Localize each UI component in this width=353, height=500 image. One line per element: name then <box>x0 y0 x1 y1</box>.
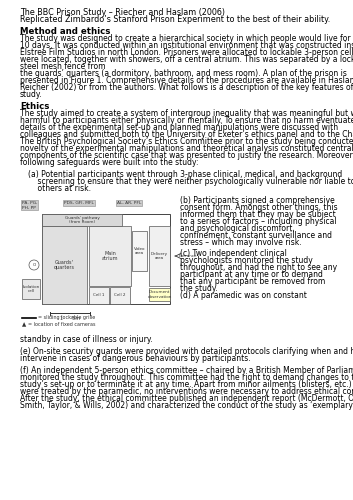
Text: throughout, and had the right to see any: throughout, and had the right to see any <box>180 263 337 272</box>
Text: standby in case of illness or injury.: standby in case of illness or injury. <box>20 335 152 344</box>
Text: (f) An independent 5-person ethics committee – chaired by a British Member of Pa: (f) An independent 5-person ethics commi… <box>20 366 353 375</box>
Text: Guards'
quarters: Guards' quarters <box>54 260 75 270</box>
Text: = location of fixed cameras: = location of fixed cameras <box>28 322 96 328</box>
Text: and psychological discomfort,: and psychological discomfort, <box>180 224 295 233</box>
Text: informed them that they may be subject: informed them that they may be subject <box>180 210 336 219</box>
Text: Main
atrium: Main atrium <box>102 250 118 262</box>
Text: screening to ensure that they were neither psychologically vulnerable nor liable: screening to ensure that they were neith… <box>28 177 353 186</box>
Text: The study aimed to create a system of intergroup inequality that was meaningful : The study aimed to create a system of in… <box>20 109 353 118</box>
Text: the guards’ quarters (a dormitory, bathroom, and mess room). A plan of the priso: the guards’ quarters (a dormitory, bathr… <box>20 69 347 78</box>
Bar <box>42 214 170 304</box>
Text: Smith, Taylor, & Wills, 2002) and characterized the conduct of the study as ‘exe: Smith, Taylor, & Wills, 2002) and charac… <box>20 401 353 410</box>
Text: Entrance: Entrance <box>179 254 197 258</box>
Text: others at risk.: others at risk. <box>28 184 91 193</box>
Text: (a) Potential participants went through 3-phase clinical, medical, and backgroun: (a) Potential participants went through … <box>28 170 342 179</box>
Text: novelty of the experimental manipulations and theoretical analysis constituted c: novelty of the experimental manipulation… <box>20 144 353 153</box>
Text: 10 days. It was conducted within an institutional environment that was construct: 10 days. It was conducted within an inst… <box>20 41 353 50</box>
Text: monitored the study throughout. This committee had the right to demand changes t: monitored the study throughout. This com… <box>20 373 353 382</box>
Text: were located, together with showers, off a central atrium. This was separated by: were located, together with showers, off… <box>20 55 353 64</box>
Text: participant at any time or to demand: participant at any time or to demand <box>180 270 323 279</box>
Text: steel mesh fence from: steel mesh fence from <box>20 62 106 71</box>
Bar <box>110 287 130 304</box>
Text: (c) Two independent clinical: (c) Two independent clinical <box>180 249 287 258</box>
Text: Cell 1: Cell 1 <box>93 294 105 298</box>
Text: Cell 2: Cell 2 <box>114 294 126 298</box>
Text: The BBC Prison Study – Riecher and Haslam (2006): The BBC Prison Study – Riecher and Hasla… <box>20 8 225 17</box>
Text: O: O <box>32 263 36 267</box>
Text: that any participant be removed from: that any participant be removed from <box>180 277 325 286</box>
Text: The British Psychological Society’s Ethics Committee prior to the study being co: The British Psychological Society’s Ethi… <box>20 137 353 146</box>
Text: PDS, GFI, MFL: PDS, GFI, MFL <box>64 201 94 205</box>
Text: Ethics: Ethics <box>20 102 49 111</box>
Text: Document
observation: Document observation <box>147 290 172 299</box>
Text: study.: study. <box>20 90 43 99</box>
Text: PA, PG,
PH, PP: PA, PG, PH, PP <box>22 201 37 209</box>
Bar <box>89 287 109 304</box>
Text: (b) Participants signed a comprehensive: (b) Participants signed a comprehensive <box>180 196 335 205</box>
Bar <box>42 214 122 226</box>
Bar <box>149 288 170 301</box>
Text: ▲: ▲ <box>22 322 26 328</box>
Text: Video
area: Video area <box>134 246 145 256</box>
Text: (d) A paramedic was on constant: (d) A paramedic was on constant <box>180 291 307 300</box>
Bar <box>42 226 87 304</box>
Text: harmful to participants either physically or mentally. To ensure that no harm ev: harmful to participants either physicall… <box>20 116 353 125</box>
Text: = sliding lockable grille: = sliding lockable grille <box>38 316 95 320</box>
Text: Replicated Zimbardo’s Stanford Prison Experiment to the best of their ability.: Replicated Zimbardo’s Stanford Prison Ex… <box>20 15 330 24</box>
Text: components of the scientific case that was presented to justify the research. Mo: components of the scientific case that w… <box>20 151 353 160</box>
Text: the study.: the study. <box>180 284 218 293</box>
Text: psychologists monitored the study: psychologists monitored the study <box>180 256 313 265</box>
Text: consent form. Amongst other things, this: consent form. Amongst other things, this <box>180 203 337 212</box>
Text: to a series of factors – including physical: to a series of factors – including physi… <box>180 217 337 226</box>
Text: The study was designed to create a hierarchical society in which people would li: The study was designed to create a hiera… <box>20 34 353 43</box>
Bar <box>132 231 147 271</box>
Text: following safeguards were built into the study:: following safeguards were built into the… <box>20 158 198 167</box>
Text: Guards' pathway
(from Room): Guards' pathway (from Room) <box>65 216 100 224</box>
Text: Reicher (2002) or from the authors. What follows is a description of the key fea: Reicher (2002) or from the authors. What… <box>20 83 353 92</box>
Text: colleagues and submitted both to the University of Exeter’s ethics panel and to : colleagues and submitted both to the Uni… <box>20 130 353 139</box>
Text: confinement, constant surveillance and: confinement, constant surveillance and <box>180 231 332 240</box>
Text: presented in Figure 1. Comprehensive details of the procedures are available in : presented in Figure 1. Comprehensive det… <box>20 76 353 85</box>
Text: AL, AR, PFL: AL, AR, PFL <box>117 201 141 205</box>
Bar <box>149 226 170 286</box>
Text: (e) On-site security guards were provided with detailed protocols clarifying whe: (e) On-site security guards were provide… <box>20 347 353 356</box>
Text: Delivery
area: Delivery area <box>151 252 168 260</box>
Text: 1      5m: 1 5m <box>60 316 80 321</box>
Text: After the study, the ethical committee published an independent report (McDermot: After the study, the ethical committee p… <box>20 394 353 403</box>
Text: details of the experimental set-up and planned manipulations were discussed with: details of the experimental set-up and p… <box>20 123 338 132</box>
Text: Elstree Film Studios in north London. Prisoners were allocated to lockable 3-per: Elstree Film Studios in north London. Pr… <box>20 48 353 57</box>
Text: intervene in cases of dangerous behaviours by participants.: intervene in cases of dangerous behaviou… <box>20 354 251 363</box>
Text: were treated by the paramedic, no interventions were necessary to address ethica: were treated by the paramedic, no interv… <box>20 387 353 396</box>
Bar <box>89 226 131 286</box>
Text: Isolation
cell: Isolation cell <box>22 284 40 294</box>
Text: Method and ethics: Method and ethics <box>20 27 110 36</box>
Text: study’s set-up or to terminate it at any time. Apart from minor ailments (bliste: study’s set-up or to terminate it at any… <box>20 380 353 389</box>
Bar <box>22 279 40 299</box>
Text: stress – which may involve risk.: stress – which may involve risk. <box>180 238 301 247</box>
